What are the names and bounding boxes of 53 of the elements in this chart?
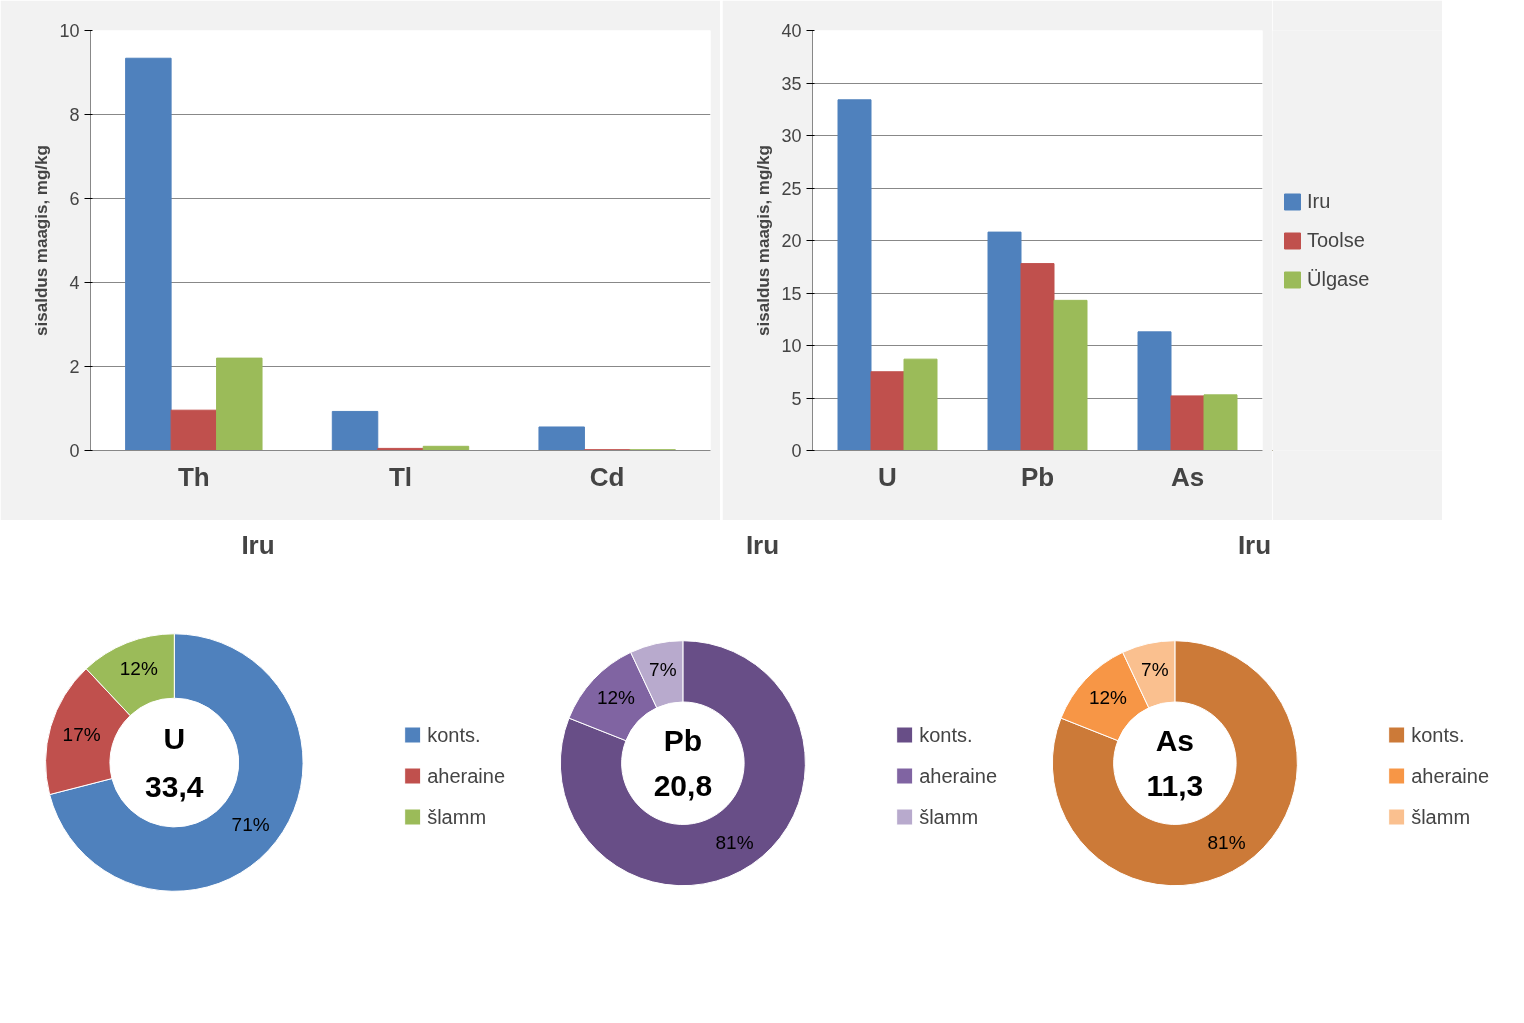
y-axis-title: sisaldus maagis, mg/kg xyxy=(754,145,774,336)
y-tick-label: 2 xyxy=(69,357,80,377)
legend-label: aheraine xyxy=(1411,764,1489,787)
y-axis-title: sisaldus maagis, mg/kg xyxy=(32,145,52,336)
text: U xyxy=(163,721,186,755)
text: 11,3 xyxy=(1146,769,1204,803)
legend-label: šlamm xyxy=(919,805,979,828)
y-tick-label: 40 xyxy=(781,21,802,41)
text: 20,8 xyxy=(653,769,713,803)
data-label: 12% xyxy=(596,687,636,709)
data-label: 12% xyxy=(1088,687,1128,709)
y-tick-label: 20 xyxy=(781,231,802,251)
chart-title: Iru xyxy=(241,529,275,560)
y-tick-label: 10 xyxy=(781,336,802,356)
y-tick-label: 0 xyxy=(791,441,802,461)
chart-title: Iru xyxy=(745,529,780,560)
y-tick-label: 30 xyxy=(781,126,802,146)
data-label: 7% xyxy=(649,659,677,681)
x-tick-label: Cd xyxy=(589,461,625,492)
y-tick-label: 0 xyxy=(69,441,80,461)
text: 33,4 xyxy=(145,769,204,803)
legend-label: Ülgase xyxy=(1307,267,1370,291)
legend-label: konts. xyxy=(427,723,481,746)
data-label: 81% xyxy=(1207,832,1246,854)
data-label: 7% xyxy=(1141,659,1169,681)
y-tick-label: 10 xyxy=(59,21,80,41)
legend-label: aheraine xyxy=(919,764,997,787)
data-label: 71% xyxy=(231,813,270,835)
y-tick-label: 25 xyxy=(781,178,802,199)
legend-label: aheraine xyxy=(427,764,505,787)
y-tick-label: 8 xyxy=(69,105,80,125)
y-tick-label: 5 xyxy=(791,388,802,409)
x-tick-label: As xyxy=(1170,461,1205,492)
x-tick-label: Th xyxy=(177,461,210,492)
text: As xyxy=(1155,723,1195,757)
x-tick-label: U xyxy=(878,461,897,492)
legend-label: Iru xyxy=(1307,189,1331,213)
legend-label: Toolse xyxy=(1307,228,1365,252)
legend-label: konts. xyxy=(1411,723,1465,746)
legend-label: konts. xyxy=(919,723,973,746)
legend-label: šlamm xyxy=(1411,805,1471,828)
data-label: 12% xyxy=(119,658,158,680)
chart-title: Iru xyxy=(1237,529,1272,560)
data-label: 81% xyxy=(715,832,754,854)
x-tick-label: Pb xyxy=(1020,461,1055,492)
text: Pb xyxy=(663,723,703,757)
y-tick-label: 15 xyxy=(781,283,802,304)
y-tick-label: 6 xyxy=(69,189,80,209)
y-tick-label: 4 xyxy=(69,273,80,293)
x-tick-label: Tl xyxy=(388,461,413,492)
data-label: 17% xyxy=(62,723,101,745)
legend-label: šlamm xyxy=(427,805,487,828)
y-tick-label: 35 xyxy=(781,73,802,94)
